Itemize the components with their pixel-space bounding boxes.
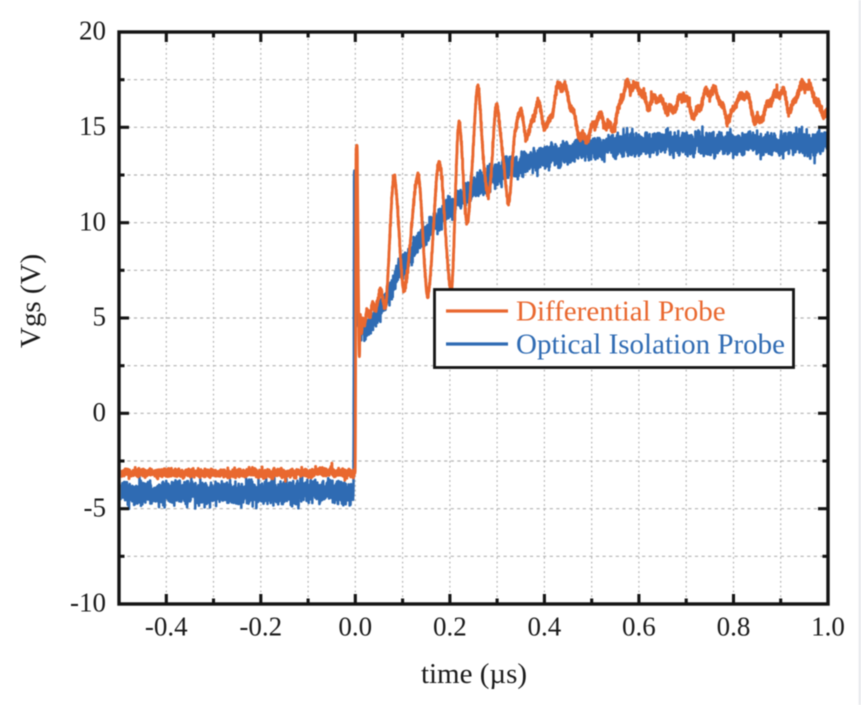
svg-text:time (µs): time (µs) — [421, 658, 527, 690]
svg-text:15: 15 — [79, 111, 106, 141]
svg-text:20: 20 — [79, 16, 106, 46]
svg-text:Optical Isolation Probe: Optical Isolation Probe — [516, 329, 785, 361]
svg-text:5: 5 — [93, 302, 107, 332]
svg-text:0.8: 0.8 — [717, 612, 751, 642]
svg-text:0.6: 0.6 — [622, 612, 656, 642]
svg-text:Differential Probe: Differential Probe — [516, 296, 726, 328]
svg-text:0: 0 — [93, 397, 107, 427]
svg-text:-0.2: -0.2 — [239, 612, 282, 642]
svg-text:-10: -10 — [70, 588, 106, 618]
svg-text:0.4: 0.4 — [528, 612, 562, 642]
svg-text:1.0: 1.0 — [811, 612, 845, 642]
svg-text:0.0: 0.0 — [338, 612, 372, 642]
svg-text:-5: -5 — [84, 492, 107, 522]
svg-text:0.2: 0.2 — [433, 612, 467, 642]
svg-text:Vgs (V): Vgs (V) — [15, 254, 47, 348]
svg-text:-0.4: -0.4 — [145, 612, 188, 642]
svg-text:10: 10 — [79, 206, 106, 236]
